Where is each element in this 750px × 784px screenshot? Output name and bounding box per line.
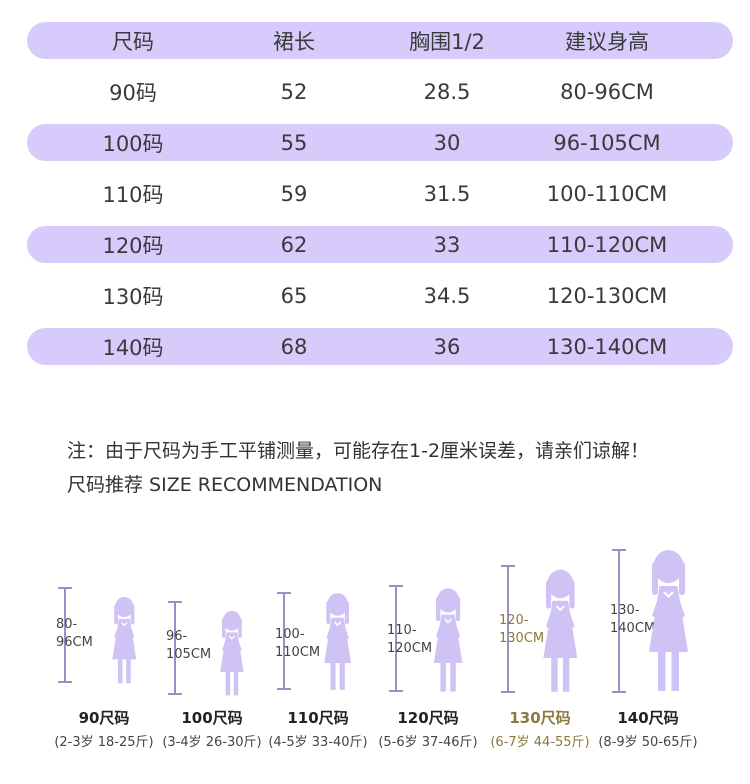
- age-weight-label: (5-6岁 37-46斤): [378, 735, 478, 750]
- height-range-label: 100- 110CM: [275, 626, 320, 662]
- cell-height: 100-110CM: [546, 181, 668, 206]
- height-ruler: [58, 587, 72, 683]
- cell-size: 120码: [102, 233, 164, 258]
- height-ruler: [168, 601, 182, 695]
- cell-chest: 30: [433, 130, 461, 155]
- table-row: 100码 55 30 96-105CM: [27, 124, 733, 161]
- child-silhouette-icon: [112, 596, 136, 684]
- height-ruler: [389, 585, 403, 692]
- cell-size: 110码: [102, 182, 164, 207]
- height-ruler: [277, 592, 291, 690]
- height-range-end: 96CM: [56, 635, 93, 650]
- height-range-start: 100-: [275, 627, 305, 642]
- cell-length: 52: [280, 79, 308, 104]
- age-weight-label: (6-7岁 44-55斤): [490, 735, 590, 750]
- size-name: 90尺码: [78, 709, 130, 727]
- height-range-end: 110CM: [275, 645, 321, 660]
- height-range-label: 120- 130CM: [499, 612, 544, 648]
- cell-length: 59: [280, 181, 308, 206]
- age-weight-label: (3-4岁 26-30斤): [162, 735, 262, 750]
- cell-height: 80-96CM: [560, 79, 654, 104]
- table-row: 130码 65 34.5 120-130CM: [27, 277, 733, 314]
- cell-size: 140码: [102, 335, 164, 360]
- age-weight-label: (8-9岁 50-65斤): [598, 735, 698, 750]
- size-name: 130尺码: [509, 709, 571, 727]
- table-row: 120码 62 33 110-120CM: [27, 226, 733, 263]
- height-range-start: 80-: [56, 617, 78, 632]
- cell-chest: 34.5: [423, 283, 471, 308]
- height-range-end: 130CM: [499, 631, 545, 646]
- height-range-end: 105CM: [166, 647, 212, 662]
- size-name: 110尺码: [287, 709, 349, 727]
- header-length: 裙长: [273, 29, 315, 54]
- height-range-label: 130- 140CM: [610, 602, 655, 638]
- cell-size: 90码: [109, 80, 157, 105]
- cell-chest: 31.5: [423, 181, 471, 206]
- header-size: 尺码: [112, 29, 154, 54]
- cell-length: 65: [280, 283, 308, 308]
- cell-height: 110-120CM: [546, 232, 668, 257]
- measurement-note: 注：由于尺码为手工平铺测量，可能存在1-2厘米误差，请亲们谅解！: [67, 440, 650, 462]
- table-row: 90码 52 28.5 80-96CM: [27, 73, 733, 110]
- size-recommendation-figure: 80- 96CM 90尺码 (2-3岁 18-25斤) 96- 105CM 100尺码 (3-…: [0, 540, 750, 784]
- child-silhouette-icon: [648, 550, 688, 691]
- size-table: 尺码 裙长 胸围1/2 建议身高 90码 52 28.5 80-96CM 100…: [27, 22, 733, 379]
- table-header-row: 尺码 裙长 胸围1/2 建议身高: [27, 22, 733, 59]
- header-height: 建议身高: [565, 29, 649, 54]
- cell-height: 120-130CM: [546, 283, 668, 308]
- height-range-start: 130-: [610, 603, 640, 618]
- child-silhouette-icon: [220, 610, 244, 696]
- height-range-end: 120CM: [387, 641, 433, 656]
- size-name: 100尺码: [181, 709, 243, 727]
- height-range-start: 96-: [166, 629, 188, 644]
- height-ruler: [612, 549, 626, 693]
- child-silhouette-icon: [543, 569, 577, 692]
- cell-size: 100码: [102, 131, 164, 156]
- cell-size: 130码: [102, 284, 164, 309]
- table-row: 140码 68 36 130-140CM: [27, 328, 733, 365]
- height-range-start: 120-: [499, 613, 529, 628]
- age-weight-label: (4-5岁 33-40斤): [268, 735, 368, 750]
- cell-chest: 28.5: [423, 79, 471, 104]
- size-name: 140尺码: [617, 709, 679, 727]
- table-row: 110码 59 31.5 100-110CM: [27, 175, 733, 212]
- cell-chest: 36: [433, 334, 461, 359]
- height-range-label: 80- 96CM: [56, 616, 93, 652]
- header-chest: 胸围1/2: [409, 29, 485, 54]
- cell-height: 130-140CM: [546, 334, 668, 359]
- height-range-start: 110-: [387, 623, 417, 638]
- recommendation-title: 尺码推荐 SIZE RECOMMENDATION: [67, 474, 383, 496]
- cell-height: 96-105CM: [553, 130, 661, 155]
- height-range-label: 110- 120CM: [387, 622, 432, 658]
- height-range-label: 96- 105CM: [166, 628, 211, 664]
- cell-length: 68: [280, 334, 308, 359]
- child-silhouette-icon: [324, 593, 352, 690]
- cell-length: 55: [280, 130, 308, 155]
- height-range-end: 140CM: [610, 621, 656, 636]
- height-ruler: [501, 565, 515, 693]
- age-weight-label: (2-3岁 18-25斤): [54, 735, 154, 750]
- size-name: 120尺码: [397, 709, 459, 727]
- cell-chest: 33: [433, 232, 461, 257]
- child-silhouette-icon: [433, 588, 463, 692]
- cell-length: 62: [280, 232, 308, 257]
